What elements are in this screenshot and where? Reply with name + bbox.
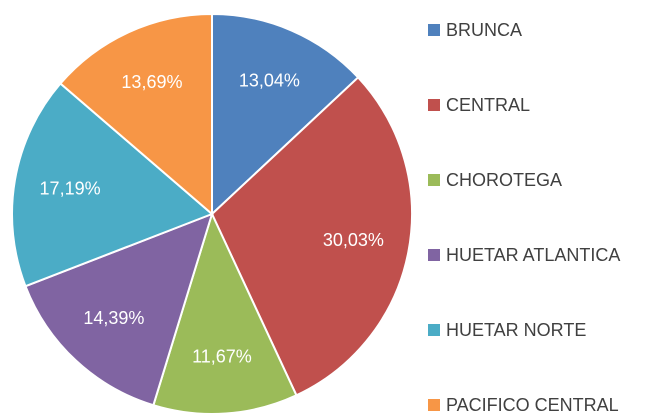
legend-swatch xyxy=(428,24,440,36)
legend-label: PACIFICO CENTRAL xyxy=(446,395,619,414)
pie-slice xyxy=(211,12,360,217)
data-label: 17,19% xyxy=(40,178,101,198)
data-label: 11,67% xyxy=(192,346,252,366)
legend-label: BRUNCA xyxy=(446,20,522,40)
data-label: 30,03% xyxy=(323,230,384,250)
data-label: 13,69% xyxy=(121,72,182,92)
pie-slice xyxy=(210,76,413,397)
pie-slice xyxy=(11,82,214,288)
legend-label: HUETAR NORTE xyxy=(446,320,586,340)
pie-slice xyxy=(59,12,213,217)
pie-slice xyxy=(24,212,214,407)
legend-label: CHOROTEGA xyxy=(446,170,562,190)
legend-swatch xyxy=(428,249,440,261)
legend-swatch xyxy=(428,174,440,186)
pie-slice xyxy=(152,211,298,414)
legend-label: HUETAR ATLANTICA xyxy=(446,245,620,265)
legend-swatch xyxy=(428,399,440,411)
data-label: 13,04% xyxy=(239,71,300,91)
legend-swatch xyxy=(428,99,440,111)
data-label: 14,39% xyxy=(83,308,144,328)
legend-swatch xyxy=(428,324,440,336)
legend-label: CENTRAL xyxy=(446,95,530,115)
